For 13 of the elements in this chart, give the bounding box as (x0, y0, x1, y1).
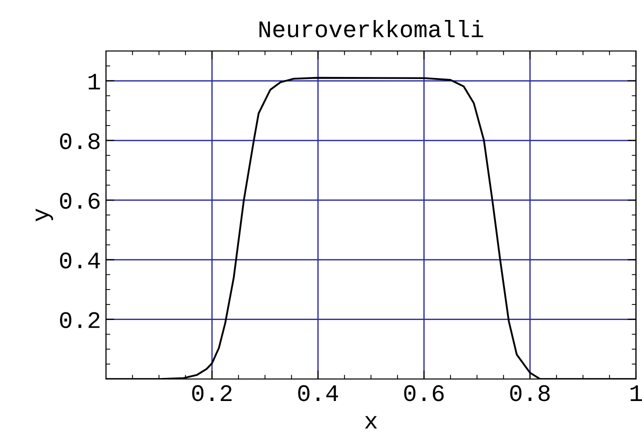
y-tick-label: 0.6 (60, 192, 100, 209)
x-tick-label: 0.6 (404, 385, 444, 402)
y-tick-label: 0.8 (60, 133, 100, 150)
y-axis-title: y (36, 208, 54, 222)
chart-title: Neuroverkkomalli (260, 20, 484, 38)
x-tick-label: 0.8 (510, 385, 550, 402)
y-tick-label: 0.4 (60, 252, 100, 269)
y-tick-label: 1 (88, 74, 100, 90)
x-tick-label: 0.2 (192, 385, 232, 402)
y-tick-label: 0.2 (60, 312, 100, 328)
x-axis-title: x (365, 416, 377, 429)
x-tick-label: 0.4 (298, 385, 338, 402)
x-tick-label: 1 (630, 385, 642, 401)
